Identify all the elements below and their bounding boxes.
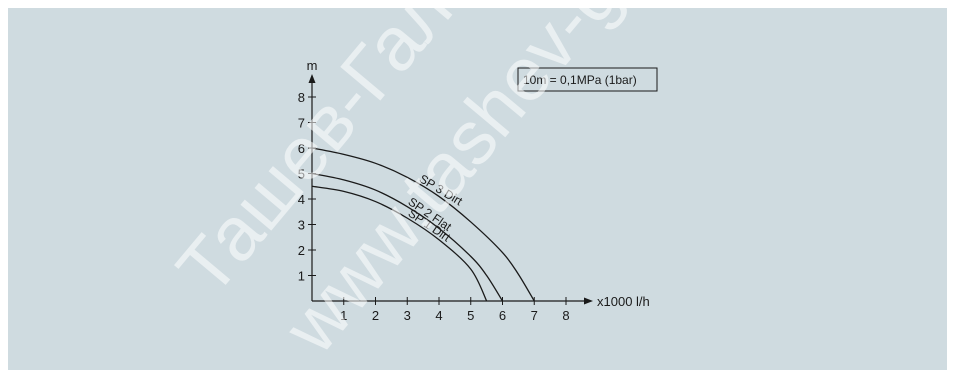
x-tick-label: 3 (404, 308, 411, 323)
curve-1 (311, 172, 504, 302)
x-tick-label: 5 (467, 308, 474, 323)
axes (308, 74, 593, 305)
x-tick-label: 4 (435, 308, 442, 323)
y-tick-label: 1 (298, 269, 305, 284)
y-axis-arrow (308, 74, 316, 83)
annotation-box (517, 67, 658, 92)
annotation-text: 10m = 0,1MPa (1bar) (523, 73, 637, 87)
y-tick-label: 7 (298, 116, 305, 131)
y-tick-label: 6 (298, 141, 305, 156)
y-tick-label: 8 (298, 90, 305, 105)
x-tick-label: 1 (340, 308, 347, 323)
curves (311, 147, 535, 302)
y-tick-label: 2 (298, 243, 305, 258)
y-tick-label: 4 (298, 192, 305, 207)
y-tick-label: 3 (298, 218, 305, 233)
x-tick-label: 2 (372, 308, 379, 323)
curve-2 (311, 185, 488, 302)
curve-0 (311, 147, 535, 302)
x-tick-label: 6 (499, 308, 506, 323)
y-axis-label: m (307, 58, 318, 73)
x-tick-label: 7 (531, 308, 538, 323)
x-tick-label: 8 (562, 308, 569, 323)
x-axis-arrow (584, 297, 593, 305)
y-tick-label: 5 (298, 167, 305, 182)
x-axis-label: x1000 l/h (597, 294, 650, 309)
